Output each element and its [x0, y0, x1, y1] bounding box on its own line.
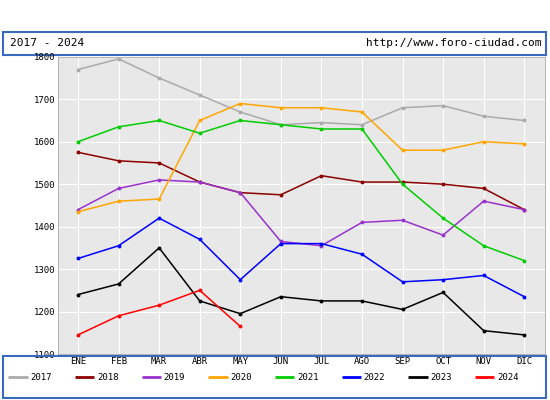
Text: 2023: 2023 [431, 372, 452, 382]
Bar [3, 32, 546, 55]
Text: Evolucion del paro registrado en Santa María de Guía de Gran Canaria: Evolucion del paro registrado en Santa M… [21, 8, 529, 22]
Text: 2020: 2020 [230, 372, 252, 382]
Text: 2019: 2019 [164, 372, 185, 382]
Text: http://www.foro-ciudad.com: http://www.foro-ciudad.com [366, 38, 542, 48]
Text: 2021: 2021 [297, 372, 318, 382]
Text: 2018: 2018 [97, 372, 118, 382]
Text: 2017 - 2024: 2017 - 2024 [10, 38, 84, 48]
Text: 2022: 2022 [364, 372, 385, 382]
Text: 2017: 2017 [30, 372, 52, 382]
Text: 2024: 2024 [497, 372, 519, 382]
